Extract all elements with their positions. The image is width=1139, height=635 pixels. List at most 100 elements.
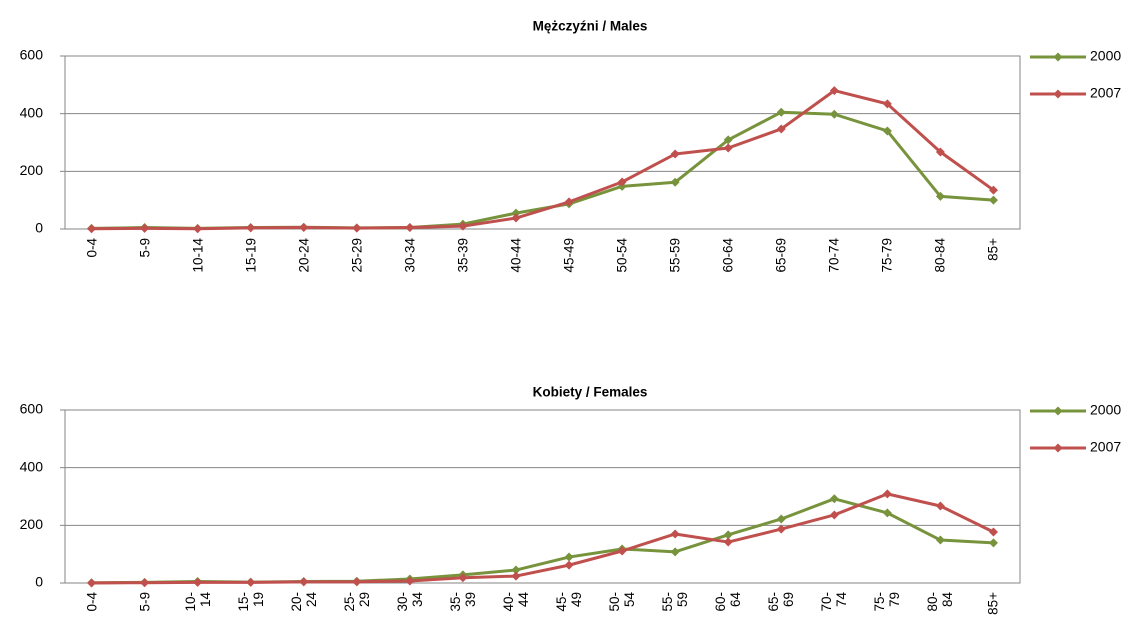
point xyxy=(670,547,680,557)
chart-title: Mężczyźni / Males xyxy=(533,19,648,34)
point xyxy=(352,223,362,233)
x-tick-label: 10-14 xyxy=(190,238,206,273)
point xyxy=(882,489,892,499)
line xyxy=(91,89,995,231)
x-tick-label: 70-74 xyxy=(819,592,850,612)
point xyxy=(723,530,733,540)
x-tick-label: 5-9 xyxy=(137,592,153,612)
legend-marker xyxy=(1053,52,1063,62)
y-tick-label: 0 xyxy=(35,574,43,590)
x-tick-label: 30-34 xyxy=(402,238,418,273)
x-tick-label: 25-29 xyxy=(349,238,365,273)
point xyxy=(458,573,468,583)
x-tick-label: 20-24 xyxy=(296,238,312,273)
point xyxy=(564,197,574,207)
point xyxy=(140,578,150,588)
legend-label: 2000 xyxy=(1090,48,1121,64)
x-tick-label: 50-54 xyxy=(607,592,638,612)
point xyxy=(776,107,786,117)
x-tick-label: 5-9 xyxy=(137,238,153,258)
point xyxy=(882,126,892,136)
x-tick-label: 35-39 xyxy=(455,238,471,273)
point xyxy=(882,99,892,109)
y-tick-label: 200 xyxy=(20,516,44,532)
plot-area xyxy=(64,55,1021,230)
point xyxy=(87,224,97,234)
point xyxy=(776,524,786,534)
x-tick-label: 55-59 xyxy=(667,238,683,273)
point xyxy=(935,191,945,201)
point xyxy=(246,223,256,233)
point xyxy=(405,223,415,233)
point xyxy=(511,565,521,575)
legend-marker xyxy=(1053,89,1063,99)
point xyxy=(723,135,733,145)
point xyxy=(670,529,680,539)
point xyxy=(405,576,415,586)
x-tick-label: 55-59 xyxy=(660,592,691,612)
x-tick-label: 40-44 xyxy=(500,592,531,612)
y-tick-label: 600 xyxy=(20,401,44,417)
point xyxy=(564,560,574,570)
point xyxy=(246,577,256,587)
legend-label: 2000 xyxy=(1090,402,1121,418)
x-tick-label: 80-84 xyxy=(932,238,948,273)
y-tick-label: 400 xyxy=(20,458,44,474)
x-tick-label: 65-69 xyxy=(773,238,789,273)
x-tick-label: 60-64 xyxy=(720,238,736,273)
x-tick-label: 60-64 xyxy=(713,592,744,612)
x-tick-label: 45-49 xyxy=(561,238,577,273)
x-tick-label: 70-74 xyxy=(826,238,842,273)
point xyxy=(829,109,839,119)
point xyxy=(723,143,733,153)
point xyxy=(829,86,839,96)
y-tick-label: 400 xyxy=(20,104,44,120)
point xyxy=(882,508,892,518)
x-tick-label: 20-24 xyxy=(288,592,319,612)
x-tick-label: 40-44 xyxy=(508,238,524,273)
point xyxy=(988,185,998,195)
point xyxy=(511,571,521,581)
point xyxy=(988,195,998,205)
x-tick-label: 75-79 xyxy=(872,592,903,612)
point xyxy=(564,552,574,562)
point xyxy=(193,224,203,234)
legend-label: 2007 xyxy=(1090,439,1121,455)
point xyxy=(617,546,627,556)
point xyxy=(87,578,97,588)
x-tick-label: 80-84 xyxy=(925,592,956,612)
legend-marker xyxy=(1053,406,1063,416)
point xyxy=(352,577,362,587)
legend-label: 2007 xyxy=(1090,85,1121,101)
x-tick-label: 0-4 xyxy=(84,238,100,258)
x-tick-label: 65-69 xyxy=(766,592,797,612)
point xyxy=(670,149,680,159)
x-tick-label: 85+ xyxy=(985,592,1001,615)
point xyxy=(935,147,945,157)
point xyxy=(140,223,150,233)
point xyxy=(299,223,309,233)
point xyxy=(776,124,786,134)
x-tick-label: 30-34 xyxy=(394,592,425,612)
line xyxy=(91,492,995,585)
point xyxy=(723,537,733,547)
x-tick-label: 15-19 xyxy=(235,592,266,612)
y-tick-label: 600 xyxy=(20,47,44,63)
point xyxy=(935,535,945,545)
plot-area xyxy=(64,409,1021,584)
point xyxy=(829,494,839,504)
point xyxy=(617,177,627,187)
x-tick-label: 85+ xyxy=(985,238,1001,261)
x-tick-label: 15-19 xyxy=(243,238,259,273)
y-tick-label: 200 xyxy=(20,162,44,178)
point xyxy=(935,501,945,511)
point xyxy=(511,213,521,223)
x-tick-label: 25-29 xyxy=(341,592,372,612)
chart-title: Kobiety / Females xyxy=(533,385,648,400)
x-tick-label: 75-79 xyxy=(879,238,895,273)
point xyxy=(299,577,309,587)
point xyxy=(988,538,998,548)
point xyxy=(670,177,680,187)
point xyxy=(193,577,203,587)
